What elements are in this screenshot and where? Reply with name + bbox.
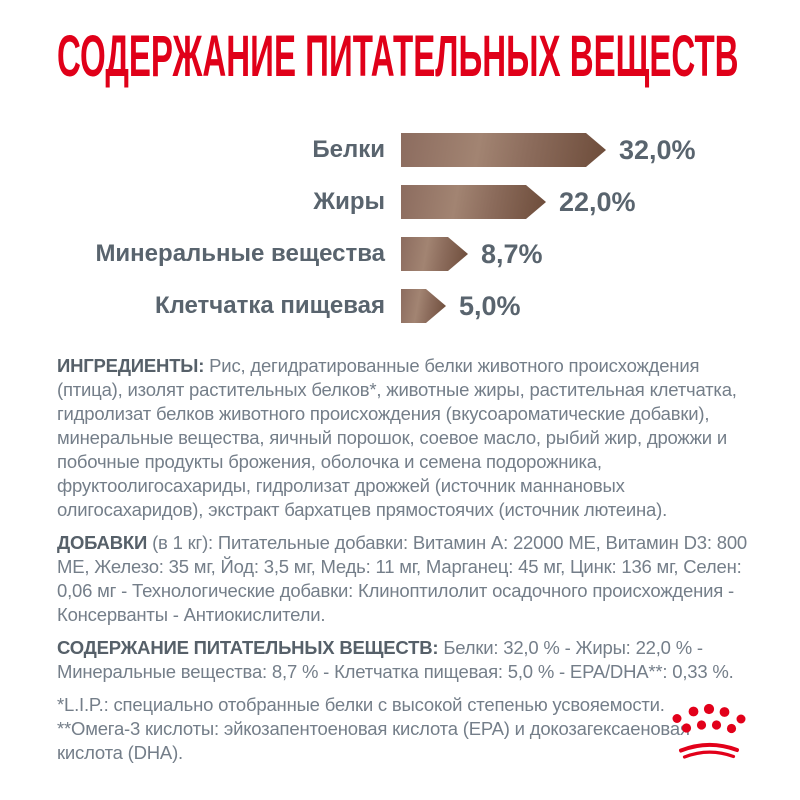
bar-value: 8,7% bbox=[481, 238, 543, 269]
additives-lead: ДОБАВКИ bbox=[57, 532, 148, 553]
bar-value: 32,0% bbox=[619, 134, 696, 165]
bar-label: Жиры bbox=[313, 188, 385, 215]
nutrient-content-text: Белки: 32,0 % - Жиры: 22,0 % - Минеральн… bbox=[57, 637, 734, 682]
content-text: ИНГРЕДИЕНТЫ: Рис, дегидратированные белки… bbox=[57, 354, 755, 765]
ingredients-text: Рис, дегидратированные белки животного п… bbox=[57, 355, 737, 520]
chart-row: Белки 32,0% bbox=[57, 124, 757, 176]
nutrient-content-lead: СОДЕРЖАНИЕ ПИТАТЕЛЬНЫХ ВЕЩЕСТВ: bbox=[57, 637, 439, 658]
chart-row: Минеральные вещества 8,7% bbox=[57, 228, 757, 280]
bar bbox=[401, 237, 468, 271]
additives-text: (в 1 кг): Питательные добавки: Витамин A… bbox=[57, 532, 747, 625]
bar-value: 22,0% bbox=[559, 186, 636, 217]
additives-paragraph: ДОБАВКИ (в 1 кг): Питательные добавки: Ви… bbox=[57, 531, 755, 627]
crown-dots bbox=[672, 703, 746, 734]
crown-base-arcs bbox=[679, 742, 739, 759]
footnote-omega3: **Омега-3 кислоты: эйкозапентоеновая кис… bbox=[57, 718, 690, 763]
bar-value: 5,0% bbox=[459, 290, 521, 321]
footnotes: *L.I.P.: специально отобранные белки с в… bbox=[57, 693, 755, 765]
royal-canin-crown-logo bbox=[672, 703, 746, 759]
bar bbox=[401, 289, 446, 323]
chart-row: Жиры 22,0% bbox=[57, 176, 757, 228]
chart-row: Клетчатка пищевая 5,0% bbox=[57, 280, 757, 332]
nutrient-bar-chart: Белки 32,0% Жиры 22,0% Минеральные вещества 8… bbox=[57, 124, 757, 332]
bar bbox=[401, 133, 606, 167]
bar bbox=[401, 185, 546, 219]
footnote-lip: *L.I.P.: специально отобранные белки с в… bbox=[57, 694, 665, 715]
ingredients-paragraph: ИНГРЕДИЕНТЫ: Рис, дегидратированные белки… bbox=[57, 354, 755, 522]
ingredients-lead: ИНГРЕДИЕНТЫ: bbox=[57, 355, 205, 376]
nutrient-content-paragraph: СОДЕРЖАНИЕ ПИТАТЕЛЬНЫХ ВЕЩЕСТВ: Белки: 32… bbox=[57, 636, 755, 684]
page-title: СОДЕРЖАНИЕ ПИТАТЕЛЬНЫХ ВЕЩЕСТВ bbox=[57, 24, 739, 89]
bar-label: Клетчатка пищевая bbox=[154, 292, 385, 319]
bar-label: Белки bbox=[312, 136, 385, 163]
bar-label: Минеральные вещества bbox=[95, 240, 385, 267]
